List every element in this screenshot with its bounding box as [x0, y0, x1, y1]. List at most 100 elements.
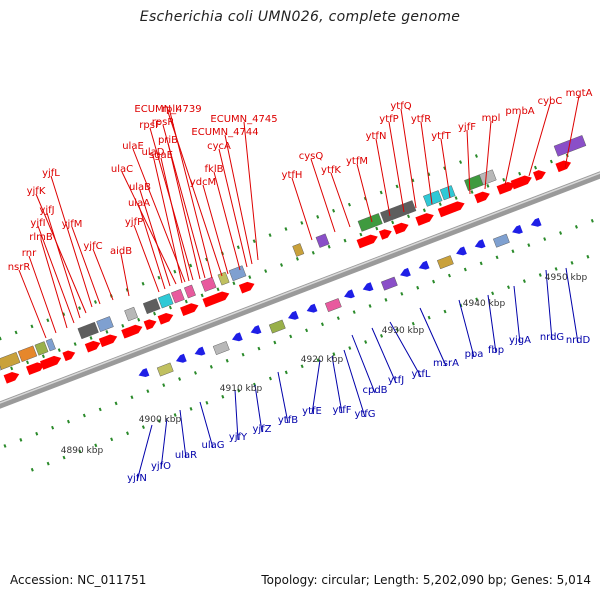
- label-leader-line: [50, 175, 93, 308]
- tick-dot: [332, 352, 336, 356]
- tick-dot: [327, 244, 331, 249]
- forward-gene-arrow: [62, 350, 76, 362]
- tick-dot: [549, 159, 553, 164]
- reverse-gene-label: ytfG: [354, 409, 375, 420]
- scale-label: 4890 kbp: [61, 446, 104, 456]
- tick-dot: [173, 269, 177, 274]
- scale-label: 4910 kbp: [220, 384, 263, 394]
- tick-dot: [295, 257, 299, 261]
- forward-gene-label: cysQ: [299, 151, 324, 162]
- forward-gene-arrow: [415, 213, 434, 226]
- tick-dot: [126, 431, 130, 436]
- forward-gene-label: ECUMN_4745: [210, 114, 277, 125]
- tick-dot: [30, 467, 34, 472]
- tick-dot: [30, 324, 34, 329]
- reverse-gene-label: ytfL: [412, 369, 431, 380]
- forward-gene-arrow: [3, 372, 20, 384]
- label-leader-line: [132, 148, 186, 283]
- forward-gene-arrow: [25, 362, 45, 376]
- tick-dot: [130, 395, 134, 400]
- tick-dot: [574, 225, 578, 229]
- tick-dot: [264, 269, 268, 273]
- label-leader-line: [243, 121, 259, 261]
- tick-dot: [364, 340, 368, 344]
- tick-dot: [407, 214, 411, 219]
- tick-dot: [19, 437, 23, 442]
- reverse-gene-arrow: [400, 267, 411, 277]
- forward-gene-label: ulaD: [142, 147, 165, 158]
- forward-gene-label: yjfK: [27, 186, 46, 197]
- tick-dot: [502, 177, 506, 182]
- label-leader-line: [37, 225, 75, 324]
- forward-gene-block: [380, 200, 417, 224]
- label-leader-line: [277, 371, 289, 424]
- label-leader-line: [484, 120, 492, 190]
- tick-dot: [316, 358, 320, 363]
- label-leader-line: [202, 184, 229, 275]
- tick-dot: [300, 221, 304, 225]
- scale-labels: 4890 kbp 4900 kbp 4910 kbp 4920 kbp 4930 kbp…: [61, 273, 588, 456]
- accession-label: Accession: NC_011751: [10, 573, 147, 587]
- reverse-gene-arrow: [250, 325, 262, 335]
- forward-gene-arrow: [510, 175, 532, 190]
- tick-dot: [273, 340, 277, 345]
- label-leader-line: [160, 157, 190, 282]
- tick-dot: [78, 449, 82, 454]
- tick-dot: [352, 310, 356, 314]
- tick-dot: [543, 237, 547, 241]
- forward-gene-block: [17, 345, 38, 363]
- forward-gene-block: [96, 316, 114, 332]
- label-leader-line: [120, 253, 130, 297]
- forward-gene-arrow: [143, 319, 157, 330]
- tick-dot: [422, 208, 426, 213]
- tick-dot: [411, 178, 415, 183]
- reverse-gene-arrow: [474, 239, 486, 249]
- tick-dot: [475, 297, 479, 302]
- forward-gene-arrow: [392, 222, 409, 235]
- forward-gene-label: ytfP: [379, 114, 398, 125]
- tick-dot: [268, 376, 272, 381]
- tick-dot: [570, 261, 574, 265]
- tick-dot: [305, 328, 309, 333]
- forward-gene-label: yjfF: [458, 122, 476, 133]
- label-leader-line: [545, 269, 553, 341]
- forward-gene-arrow: [157, 312, 174, 325]
- tick-dot: [168, 305, 172, 310]
- tick-dot: [432, 279, 436, 284]
- tick-dot: [73, 342, 77, 346]
- label-leader-line: [136, 424, 153, 482]
- tick-dot: [479, 261, 483, 266]
- tick-dot: [522, 279, 526, 283]
- tick-dot: [538, 273, 542, 277]
- forward-gene-label: yjfM: [62, 219, 83, 230]
- tick-dot: [62, 455, 66, 460]
- tick-dot: [411, 321, 415, 326]
- reverse-gene-label: ppa: [465, 349, 484, 360]
- tick-dot: [559, 231, 563, 235]
- reverse-gene-label: ytfJ: [388, 375, 404, 386]
- forward-gene-block: [228, 265, 247, 282]
- tick-dot: [395, 327, 399, 332]
- tick-dot: [173, 413, 177, 417]
- forward-gene-label: yjfP: [125, 217, 143, 228]
- reverse-gene-block: [212, 341, 230, 356]
- forward-gene-label: ytfK: [321, 165, 341, 176]
- forward-gene-block: [124, 306, 139, 322]
- label-leader-line: [351, 334, 376, 394]
- label-leader-line: [330, 172, 351, 228]
- genome-summary: Topology: circular; Length: 5,202,090 bp…: [261, 573, 591, 587]
- forward-gene-label: rpsF: [139, 120, 161, 131]
- forward-gene-label: cycA: [207, 141, 231, 152]
- forward-gene-arrow: [84, 340, 101, 353]
- forward-gene-block: [183, 284, 196, 299]
- forward-gene-label: ulaB: [129, 182, 151, 193]
- label-leader-line: [375, 138, 391, 217]
- tick-dot: [35, 431, 39, 436]
- label-leader-line: [224, 134, 253, 265]
- tick-dot: [237, 388, 241, 393]
- label-leader-line: [440, 138, 451, 199]
- forward-gene-label: mgtA: [566, 88, 593, 99]
- label-leader-line: [71, 226, 101, 305]
- tick-dot: [105, 330, 109, 334]
- tick-dot: [93, 300, 97, 304]
